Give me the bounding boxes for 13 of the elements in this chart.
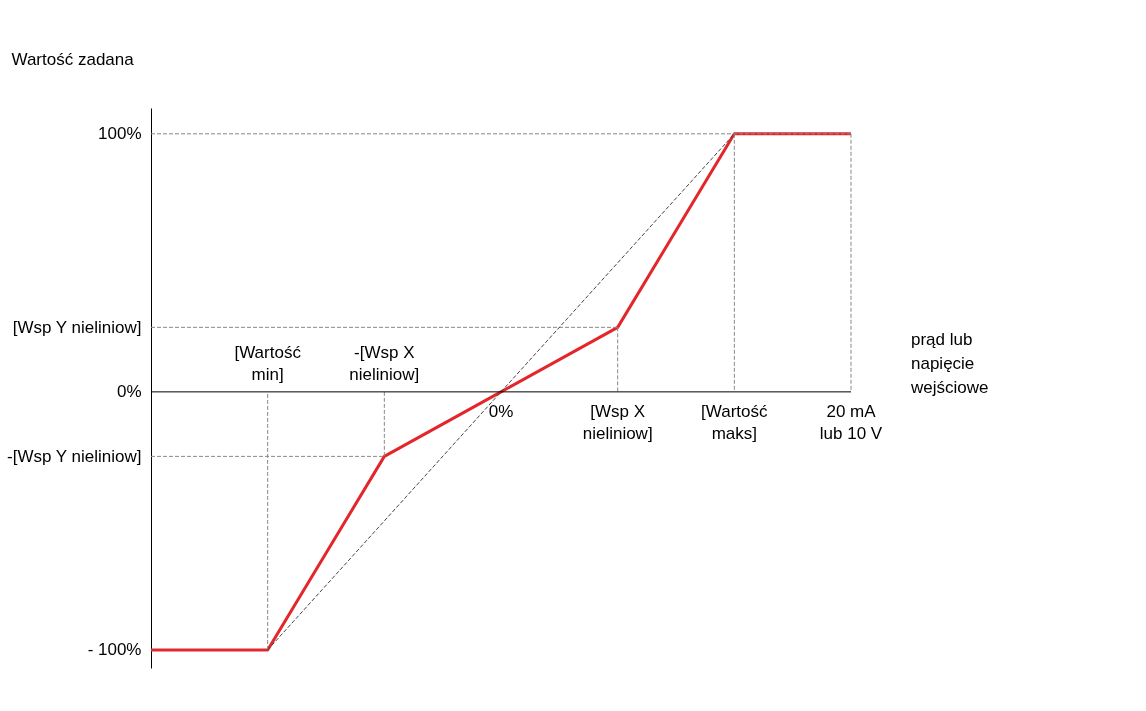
x-axis-title: prąd lub napięcie wejściowe xyxy=(910,329,989,397)
x-tick-label: [Wartość min] xyxy=(234,342,302,384)
y-tick-label: 100% xyxy=(98,124,142,144)
x-tick-label: [Wsp X nieliniow] xyxy=(582,401,653,443)
y-tick-label: [Wsp Y nieliniow] xyxy=(12,317,142,337)
x-tick-label: [Wartość maks] xyxy=(701,401,769,443)
y-tick-label: - 100% xyxy=(87,640,142,660)
y-tick-label: 0% xyxy=(116,382,142,402)
y-axis-title: Wartość zadana xyxy=(11,49,135,69)
x-tick-label: 20 mA lub 10 V xyxy=(819,401,883,443)
x-tick-label: -[Wsp X nieliniow] xyxy=(349,342,420,384)
x-tick-label: 0% xyxy=(488,401,514,421)
y-tick-label: -[Wsp Y nieliniow] xyxy=(7,446,142,466)
